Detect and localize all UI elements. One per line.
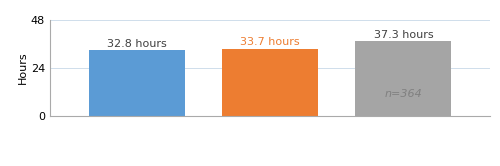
Text: 37.3 hours: 37.3 hours <box>374 30 433 40</box>
Bar <box>222 49 318 116</box>
Y-axis label: Hours: Hours <box>18 52 28 84</box>
Text: 32.8 hours: 32.8 hours <box>107 39 166 49</box>
Text: 33.7 hours: 33.7 hours <box>240 37 300 47</box>
Text: n=364: n=364 <box>384 89 422 99</box>
Bar <box>356 41 452 116</box>
Text: n=364: n=364 <box>118 91 156 101</box>
Text: n=362: n=362 <box>251 91 289 101</box>
Bar <box>88 50 184 116</box>
